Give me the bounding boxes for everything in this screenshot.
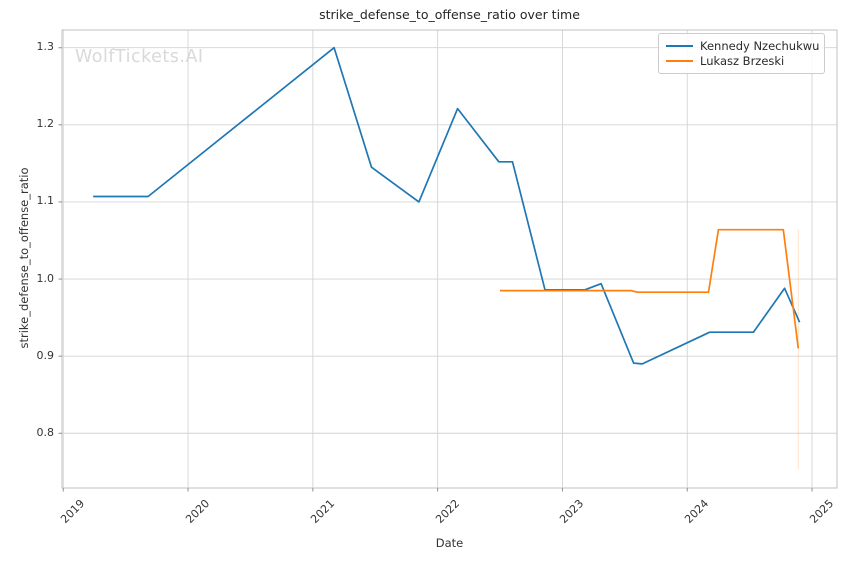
y-tick-label: 0.9: [36, 348, 55, 362]
y-tick-label: 1.3: [36, 40, 55, 54]
line-series-0: [93, 46, 801, 365]
legend-item-kennedy-nzechukwu: Kennedy Nzechukwu: [666, 38, 820, 54]
legend-label: Kennedy Nzechukwu: [700, 38, 820, 53]
y-tick-label: 0.8: [36, 425, 55, 439]
axes-spines: [61, 29, 838, 489]
y-tick-label: 1.0: [36, 271, 55, 285]
chart-title: strike_defense_to_offense_ratio over tim…: [319, 7, 580, 22]
legend: Kennedy Nzechukwu Lukasz Brzeski: [658, 33, 825, 74]
line-series-1: [500, 228, 800, 349]
legend-line-swatch-orange: [666, 60, 693, 63]
watermark: WolfTickets.AI: [75, 47, 204, 67]
legend-item-lukasz-brzeski: Lukasz Brzeski: [666, 54, 817, 70]
legend-line-swatch-blue: [666, 44, 693, 47]
y-tick-label: 1.1: [36, 194, 55, 208]
y-tick-label: 1.2: [36, 117, 55, 131]
y-axis-label: strike_defense_to_offense_ratio: [17, 167, 31, 349]
x-axis-label: Date: [435, 536, 464, 550]
legend-label: Lukasz Brzeski: [700, 54, 785, 69]
